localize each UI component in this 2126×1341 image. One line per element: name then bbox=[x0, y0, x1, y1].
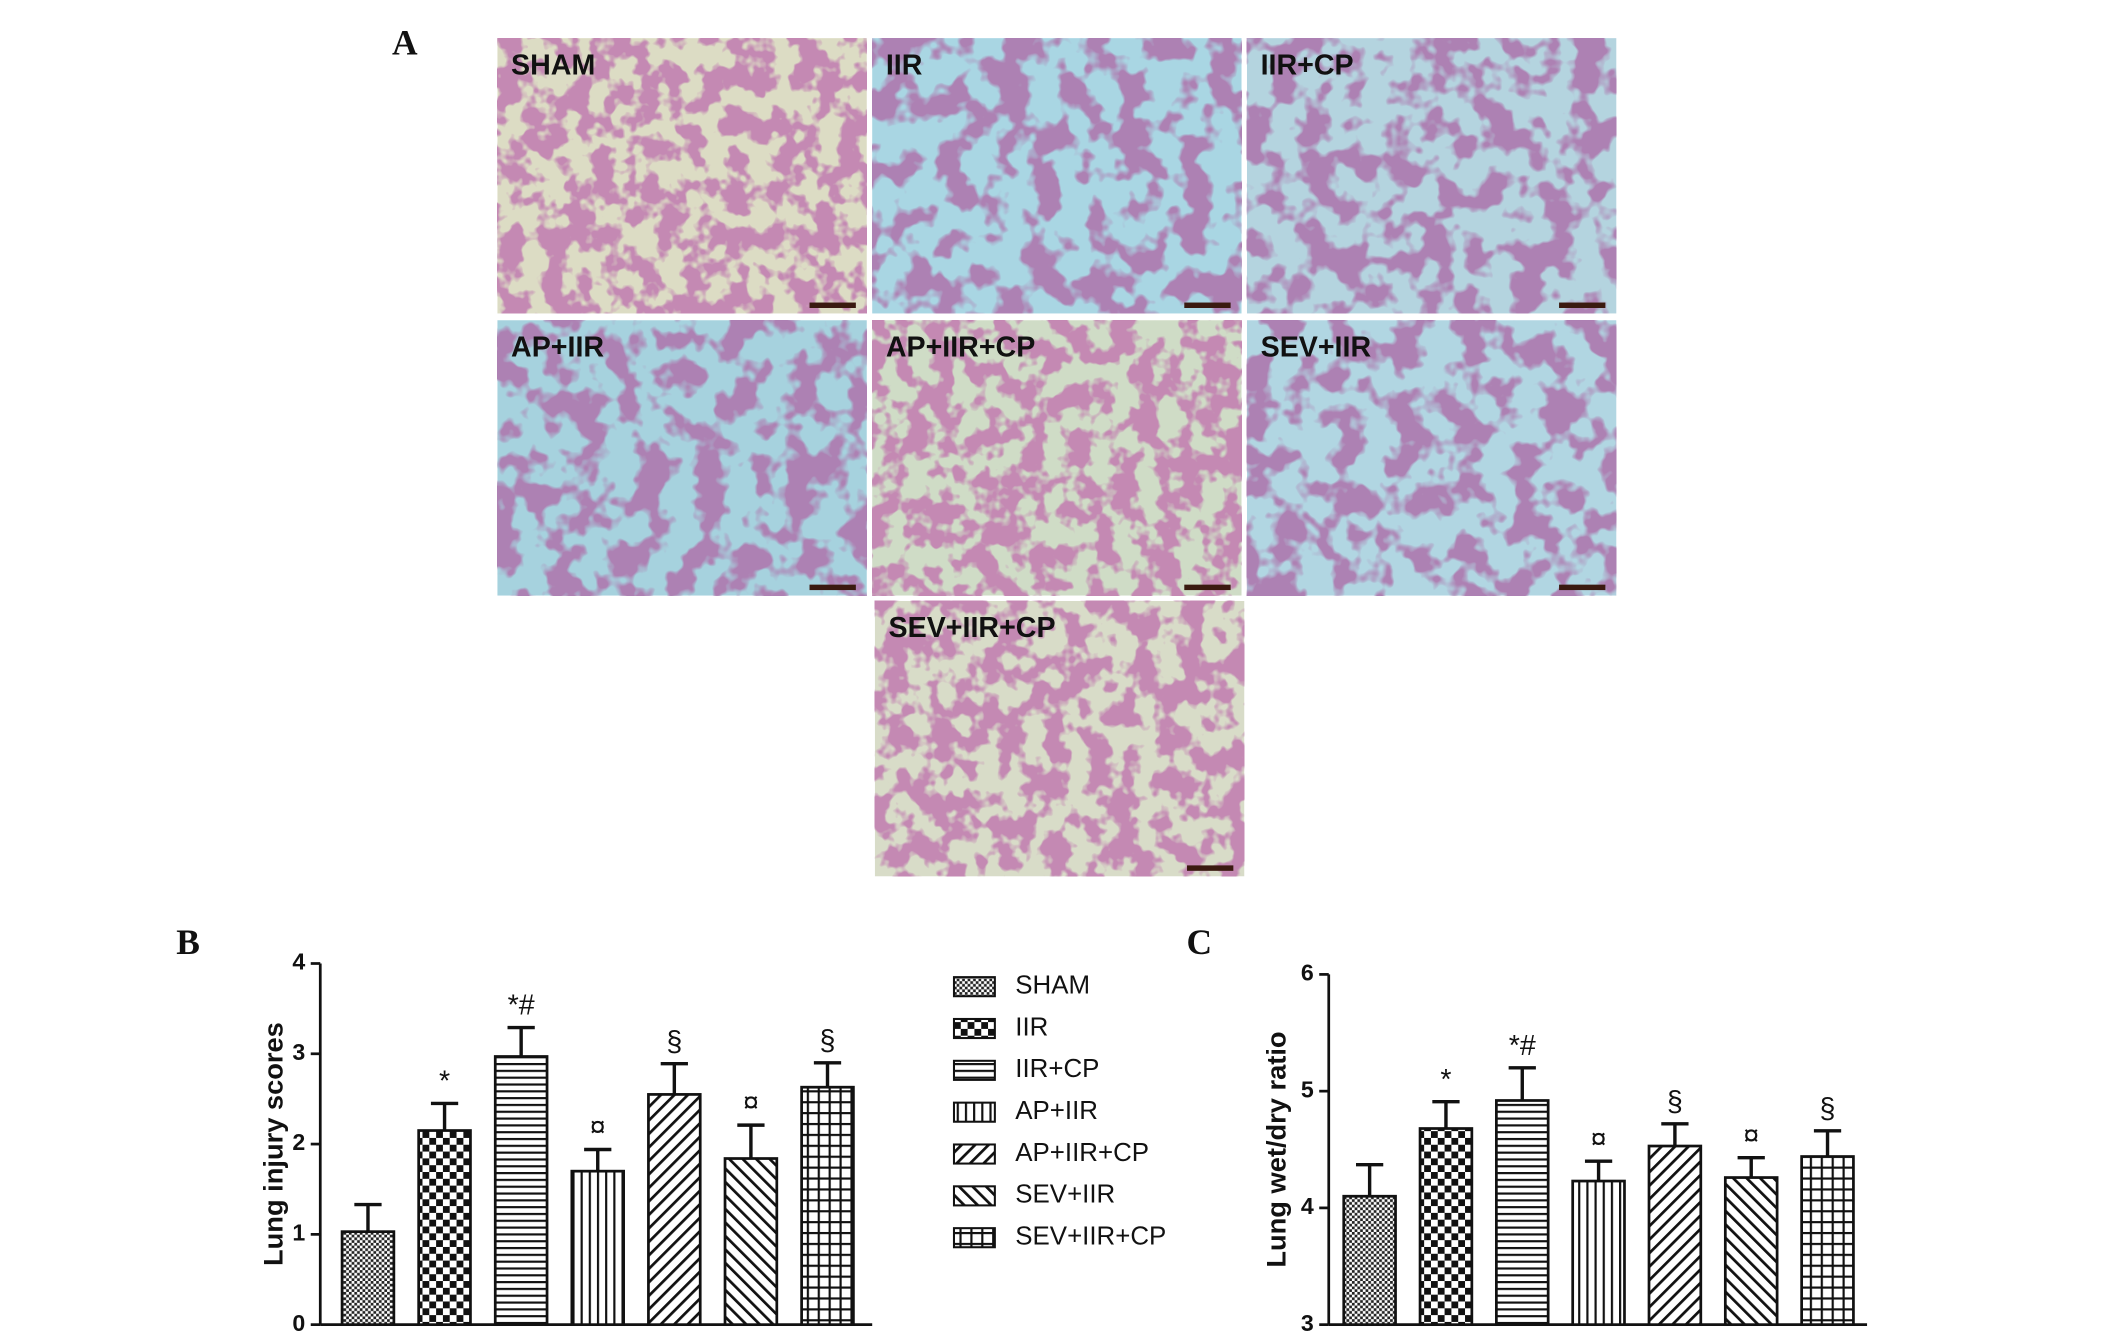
annotation: * bbox=[1440, 1064, 1451, 1096]
bar bbox=[1495, 1099, 1550, 1327]
tissue bbox=[872, 320, 1242, 596]
bar bbox=[1418, 1127, 1474, 1327]
annotation: § bbox=[1667, 1086, 1683, 1118]
bar bbox=[1647, 1144, 1703, 1327]
scale-bar bbox=[1184, 302, 1231, 308]
annotation: * bbox=[439, 1066, 450, 1098]
legend-swatch bbox=[952, 976, 996, 998]
micrographs: SHAM IIR IIR+CP AP+IIR AP+IIR+CP SEV+IIR SEV+I… bbox=[497, 38, 1617, 877]
legend-swatch bbox=[952, 1143, 996, 1165]
bar bbox=[1571, 1179, 1626, 1327]
annotation: § bbox=[820, 1025, 836, 1057]
tissue bbox=[1246, 38, 1617, 314]
bar bbox=[570, 1169, 625, 1327]
y-tick-label: 3 bbox=[1301, 1310, 1314, 1336]
legend-label: AP+IIR+CP bbox=[1015, 1139, 1149, 1167]
legend-swatch bbox=[952, 1227, 996, 1249]
y-tick-label: 4 bbox=[292, 949, 305, 975]
panel-label: A bbox=[392, 22, 418, 62]
annotation: ¤ bbox=[1743, 1120, 1759, 1152]
y-tick-label: 2 bbox=[292, 1129, 305, 1155]
y-tick-label: 5 bbox=[1301, 1076, 1314, 1102]
bar bbox=[493, 1055, 549, 1327]
annotation: § bbox=[1820, 1093, 1836, 1125]
annotation: *# bbox=[508, 990, 535, 1022]
legend-label: AP+IIR bbox=[1015, 1097, 1098, 1125]
annotation: ¤ bbox=[1591, 1123, 1607, 1155]
legend-label: IIR+CP bbox=[1015, 1055, 1099, 1083]
y-axis-label: Lung injury scores bbox=[258, 1022, 289, 1266]
y-tick-label: 0 bbox=[292, 1310, 305, 1336]
y-tick-label: 1 bbox=[292, 1219, 305, 1245]
micrograph-label: SEV+IIR bbox=[1261, 331, 1372, 363]
tissue bbox=[872, 38, 1242, 314]
scale-bar bbox=[1187, 865, 1234, 871]
bar bbox=[417, 1129, 472, 1327]
bar bbox=[800, 1085, 855, 1327]
annotation: ¤ bbox=[590, 1112, 606, 1144]
tissue bbox=[874, 600, 1245, 877]
legend-swatch bbox=[952, 1017, 996, 1040]
micrograph-label: AP+IIR bbox=[511, 331, 604, 363]
bar bbox=[340, 1230, 396, 1327]
bar bbox=[1723, 1176, 1779, 1327]
bar bbox=[647, 1093, 702, 1327]
scale-bar bbox=[1559, 584, 1606, 591]
micrograph-label: AP+IIR+CP bbox=[886, 331, 1035, 363]
y-axis-label: Lung wet/dry ratio bbox=[1261, 1031, 1292, 1267]
y-tick-label: 3 bbox=[292, 1039, 305, 1065]
annotation: ¤ bbox=[743, 1087, 759, 1119]
tissue bbox=[497, 320, 867, 596]
micrograph-label: IIR+CP bbox=[1261, 49, 1354, 81]
micrograph-label: IIR bbox=[886, 49, 923, 81]
scale-bar bbox=[809, 584, 856, 591]
legend-label: SEV+IIR+CP bbox=[1015, 1223, 1166, 1251]
bar bbox=[1342, 1194, 1397, 1327]
legend-label: IIR bbox=[1015, 1013, 1048, 1041]
panel-label: B bbox=[176, 922, 200, 962]
bar bbox=[723, 1157, 779, 1327]
legend-swatch bbox=[952, 1185, 996, 1207]
scale-bar bbox=[809, 302, 856, 308]
y-tick-label: 4 bbox=[1301, 1193, 1314, 1219]
annotation: *# bbox=[1509, 1030, 1536, 1062]
legend-label: SEV+IIR bbox=[1015, 1181, 1115, 1209]
tissue bbox=[497, 38, 867, 314]
scale-bar bbox=[1559, 302, 1606, 308]
legend-swatch bbox=[952, 1059, 996, 1081]
legend-label: SHAM bbox=[1015, 972, 1090, 1000]
panel-label: C bbox=[1186, 922, 1212, 962]
tissue bbox=[1246, 320, 1617, 596]
scale-bar bbox=[1184, 584, 1231, 591]
legend-swatch bbox=[952, 1101, 996, 1123]
y-tick-label: 6 bbox=[1301, 960, 1314, 986]
micrograph-label: SHAM bbox=[511, 49, 595, 81]
micrograph-label: SEV+IIR+CP bbox=[889, 612, 1056, 644]
annotation: § bbox=[666, 1026, 682, 1058]
bar bbox=[1800, 1155, 1855, 1327]
